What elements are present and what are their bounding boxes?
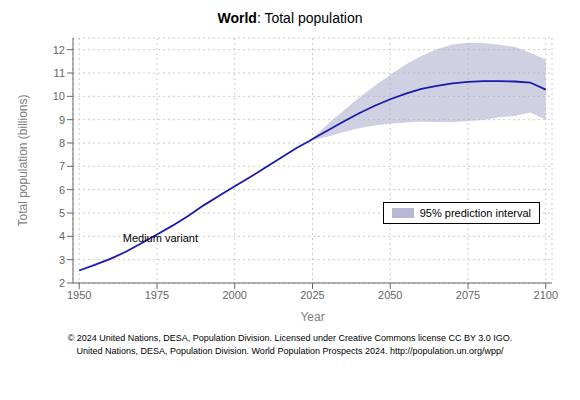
- svg-text:9: 9: [59, 114, 65, 126]
- svg-text:10: 10: [53, 90, 65, 102]
- svg-text:1975: 1975: [145, 289, 169, 301]
- svg-text:2025: 2025: [300, 289, 324, 301]
- svg-text:4: 4: [59, 230, 65, 242]
- svg-text:5: 5: [59, 207, 65, 219]
- svg-text:6: 6: [59, 184, 65, 196]
- html-text:95% prediction interval: 95% prediction interval: [419, 207, 531, 219]
- svg-text:8: 8: [59, 137, 65, 149]
- svg-text:Year: Year: [300, 310, 324, 324]
- html-text:United Nations, DESA, Populati: United Nations, DESA, Population Divisio…: [76, 346, 504, 356]
- svg-text:2100: 2100: [534, 289, 558, 301]
- html-text:World: Total population: World: Total population: [217, 10, 363, 26]
- svg-text:Total population (billions): Total population (billions): [16, 94, 30, 226]
- svg-text:2: 2: [59, 277, 65, 289]
- svg-text:11: 11: [54, 67, 65, 79]
- svg-text:2050: 2050: [378, 289, 402, 301]
- html-text:© 2024 United Nations, DESA, P: © 2024 United Nations, DESA, Population …: [67, 333, 513, 343]
- svg-text:2000: 2000: [222, 289, 246, 301]
- svg-text:3: 3: [59, 254, 65, 266]
- svg-text:2075: 2075: [456, 289, 480, 301]
- svg-text:1950: 1950: [67, 289, 91, 301]
- svg-text:Medium variant: Medium variant: [123, 232, 198, 244]
- svg-text:7: 7: [59, 160, 65, 172]
- svg-text:12: 12: [53, 44, 65, 56]
